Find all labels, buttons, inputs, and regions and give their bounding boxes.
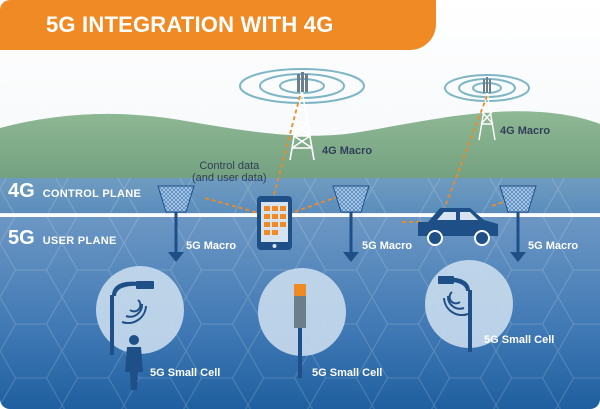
control-plane-label: 4G CONTROL PLANE bbox=[8, 180, 141, 203]
control-plane-text: CONTROL PLANE bbox=[42, 188, 142, 200]
antenna-5g-right bbox=[499, 185, 537, 262]
user-plane-tag: 5G bbox=[8, 227, 35, 249]
user-plane-label: 5G USER PLANE bbox=[8, 227, 117, 250]
antenna-5g-left bbox=[157, 185, 195, 262]
note-line-2: (and user data) bbox=[192, 172, 267, 184]
signal-waves-right bbox=[443, 291, 469, 317]
tower-4g-left bbox=[289, 89, 315, 161]
label-small-cell-center: 5G Small Cell bbox=[312, 367, 383, 379]
label-5g-macro-left: 5G Macro bbox=[186, 240, 237, 252]
user-plane-text: USER PLANE bbox=[42, 235, 117, 247]
small-cell-pole-center bbox=[294, 284, 306, 378]
page-title: 5G INTEGRATION WITH 4G bbox=[0, 0, 436, 50]
control-plane-tag: 4G bbox=[8, 180, 35, 202]
control-data-note: Control data (and user data) bbox=[192, 160, 267, 184]
control-links bbox=[204, 95, 521, 223]
label-small-cell-right: 5G Small Cell bbox=[484, 334, 555, 346]
label-small-cell-left: 5G Small Cell bbox=[150, 367, 221, 379]
note-line-1: Control data bbox=[199, 160, 260, 172]
lamppost-right bbox=[438, 276, 472, 352]
car-icon bbox=[418, 208, 498, 246]
antenna-5g-center bbox=[332, 185, 370, 262]
smartphone-icon bbox=[257, 196, 292, 250]
signal-waves-left bbox=[121, 299, 147, 325]
title-text: 5G INTEGRATION WITH 4G bbox=[46, 12, 334, 37]
label-5g-macro-center: 5G Macro bbox=[362, 240, 413, 252]
label-5g-macro-right: 5G Macro bbox=[528, 240, 579, 252]
person-icon bbox=[125, 335, 143, 390]
tower-4g-right bbox=[478, 91, 496, 141]
lamppost-left bbox=[110, 281, 154, 355]
label-4g-macro-right: 4G Macro bbox=[500, 125, 551, 137]
label-4g-macro-left: 4G Macro bbox=[322, 145, 373, 157]
